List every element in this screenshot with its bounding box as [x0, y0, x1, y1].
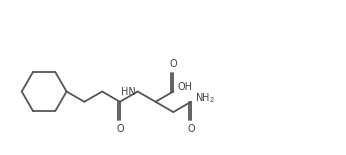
- Text: NH$_2$: NH$_2$: [195, 91, 215, 105]
- Text: O: O: [170, 59, 177, 69]
- Text: HN: HN: [121, 86, 136, 97]
- Text: OH: OH: [177, 82, 192, 92]
- Text: O: O: [116, 124, 124, 134]
- Text: O: O: [187, 124, 195, 134]
